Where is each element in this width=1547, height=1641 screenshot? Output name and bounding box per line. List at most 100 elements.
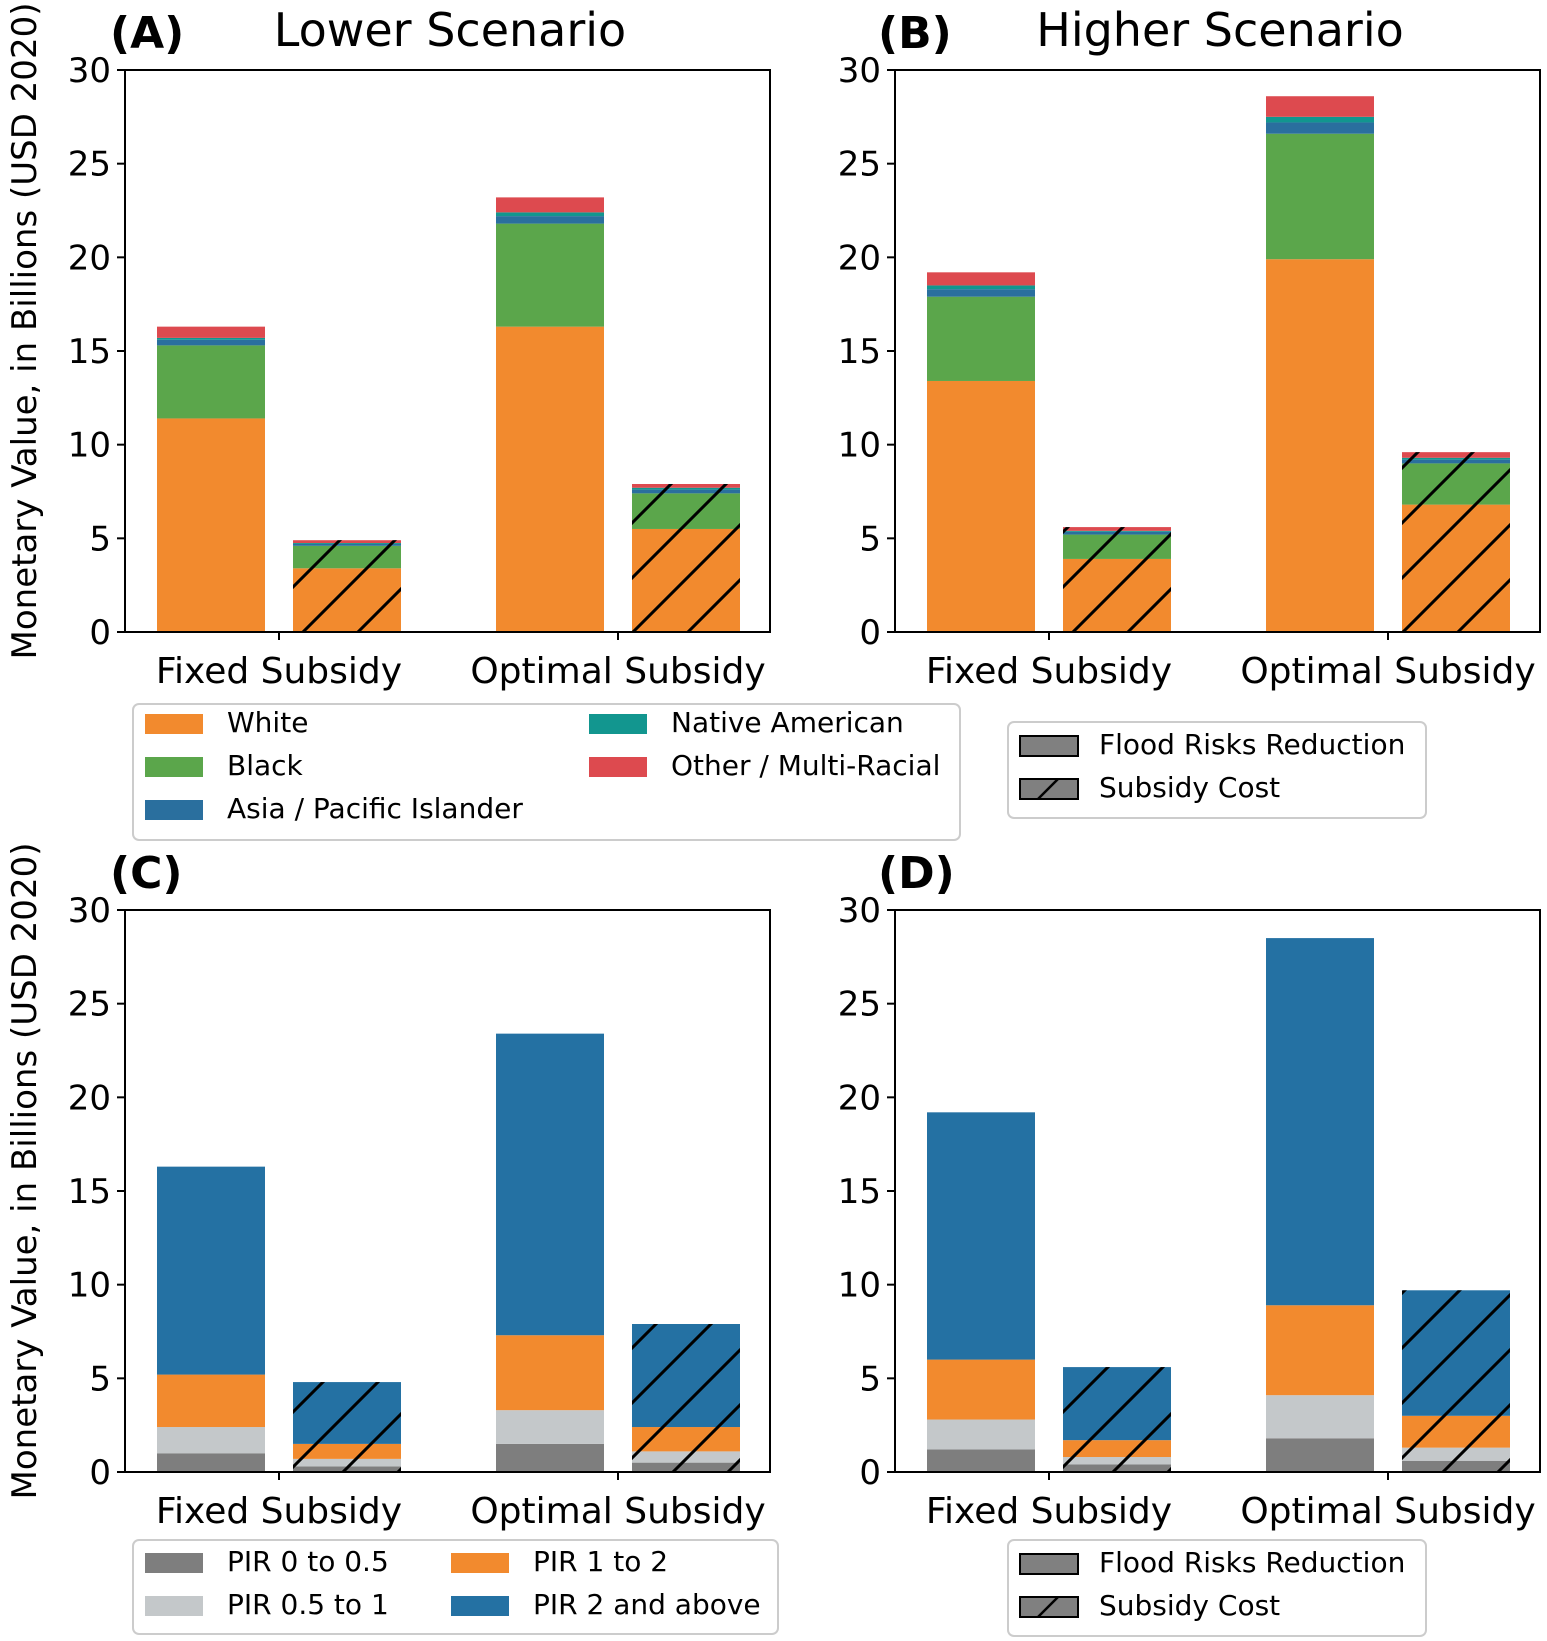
bar-segment-white: [1266, 259, 1374, 632]
y-tick-label: 15: [838, 332, 881, 372]
y-tick-label: 30: [838, 51, 881, 91]
x-tick-label: Fixed Subsidy: [926, 1491, 1172, 1532]
bar-segment-pir-1-to-2: [1266, 1305, 1374, 1396]
panel-label: (A): [110, 8, 184, 59]
legend-swatch-pir-1-to-2: [451, 1553, 509, 1573]
bar-hatch-overlay: [1402, 1290, 1510, 1472]
y-tick-label: 25: [838, 985, 881, 1025]
y-tick-label: 0: [859, 613, 881, 653]
legend-swatch-asia-pacific-islander: [145, 800, 203, 820]
y-axis-label: Monetary Value, in Billions (USD 2020): [5, 3, 45, 660]
bar-segment-pir-0-5-to-1: [157, 1427, 265, 1454]
legend-swatch-flood-risks-reduction: [1019, 735, 1079, 757]
legend-swatch-pir-2-and-above: [451, 1596, 509, 1616]
bar-segment-black: [496, 223, 604, 327]
x-tick-label: Fixed Subsidy: [156, 1491, 402, 1532]
y-tick-label: 15: [68, 1172, 111, 1212]
bar-segment-native-american: [157, 337, 265, 340]
bar-segment-asia-pacific-islander: [1266, 122, 1374, 134]
panel-title: Higher Scenario: [1036, 3, 1404, 57]
y-tick-label: 20: [838, 1078, 881, 1118]
x-tick-label: Fixed Subsidy: [926, 651, 1172, 692]
x-tick-label: Optimal Subsidy: [1240, 1491, 1535, 1532]
bar-segment-white: [157, 418, 265, 632]
bar-segment-pir-2-and-above: [1266, 938, 1374, 1306]
y-tick-label: 5: [859, 1359, 881, 1399]
bar-segment-other-multi-racial: [1266, 96, 1374, 117]
bar-segment-pir-2-and-above: [927, 1112, 1035, 1360]
legend-type-bottom: [1007, 1539, 1427, 1637]
panel-label: (C): [110, 848, 183, 899]
y-tick-label: 5: [89, 519, 111, 559]
legend-swatch-other-multi-racial: [589, 757, 647, 777]
y-tick-label: 25: [838, 145, 881, 185]
legend-label: Asia / Pacific Islander: [227, 792, 523, 825]
legend-label: Subsidy Cost: [1099, 1589, 1280, 1622]
bar-segment-black: [1266, 133, 1374, 260]
bar-segment-pir-0-to-0-5: [496, 1443, 604, 1472]
bar-segment-black: [927, 296, 1035, 381]
legend-label: White: [227, 706, 308, 739]
bar-hatch-overlay: [293, 1382, 401, 1472]
bar-segment-other-multi-racial: [496, 197, 604, 213]
legend-swatch-flood-risks-reduction: [1019, 1553, 1079, 1575]
x-tick-label: Optimal Subsidy: [470, 651, 765, 692]
bar-segment-native-american: [927, 285, 1035, 290]
bar-segment-asia-pacific-islander: [157, 339, 265, 346]
legend-label: PIR 2 and above: [533, 1588, 761, 1621]
y-tick-label: 20: [68, 238, 111, 278]
y-tick-label: 10: [838, 1266, 881, 1306]
legend-label: PIR 0.5 to 1: [227, 1588, 389, 1621]
bar-segment-native-american: [496, 212, 604, 217]
bar-segment-pir-0-5-to-1: [496, 1410, 604, 1444]
legend-type-top: [1007, 721, 1427, 819]
legend-label: PIR 1 to 2: [533, 1545, 668, 1578]
x-tick-label: Fixed Subsidy: [156, 651, 402, 692]
bar-hatch-overlay: [1063, 527, 1171, 632]
bar-segment-pir-1-to-2: [496, 1335, 604, 1411]
bar-segment-pir-0-5-to-1: [927, 1419, 1035, 1450]
bar-segment-asia-pacific-islander: [496, 216, 604, 224]
y-tick-label: 15: [838, 1172, 881, 1212]
y-tick-label: 0: [89, 613, 111, 653]
legend-label: Other / Multi-Racial: [671, 749, 940, 782]
bar-segment-pir-0-to-0-5: [157, 1453, 265, 1472]
bar-hatch-overlay: [293, 540, 401, 632]
y-tick-label: 0: [89, 1453, 111, 1493]
y-tick-label: 20: [838, 238, 881, 278]
bar-segment-white: [927, 380, 1035, 632]
bar-segment-other-multi-racial: [157, 326, 265, 338]
y-tick-label: 30: [68, 891, 111, 931]
legend-label: PIR 0 to 0.5: [227, 1545, 389, 1578]
legend-swatch-pir-0-to-0-5: [145, 1553, 203, 1573]
legend-pir: [132, 1539, 779, 1635]
y-tick-label: 25: [68, 145, 111, 185]
legend-hatch-mark: [1037, 778, 1059, 800]
legend-swatch-black: [145, 757, 203, 777]
legend-race: [132, 703, 961, 841]
legend-label: Black: [227, 749, 304, 782]
bar-segment-pir-0-to-0-5: [1266, 1438, 1374, 1472]
bar-segment-pir-2-and-above: [157, 1166, 265, 1375]
bar-hatch-overlay: [632, 484, 740, 632]
legend-label: Subsidy Cost: [1099, 771, 1280, 804]
legend-label: Flood Risks Reduction: [1099, 1546, 1405, 1579]
y-tick-label: 30: [838, 891, 881, 931]
bar-segment-black: [157, 345, 265, 419]
bar-segment-pir-0-5-to-1: [1266, 1395, 1374, 1439]
legend-label: Native American: [671, 706, 904, 739]
legend-swatch-native-american: [589, 714, 647, 734]
x-tick-label: Optimal Subsidy: [1240, 651, 1535, 692]
panel-label: (D): [878, 848, 955, 899]
bar-segment-white: [496, 326, 604, 632]
y-tick-label: 25: [68, 985, 111, 1025]
bar-hatch-overlay: [1402, 452, 1510, 632]
bar-hatch-overlay: [632, 1324, 740, 1472]
bar-segment-native-american: [1266, 116, 1374, 123]
panel-title: Lower Scenario: [274, 3, 626, 57]
y-tick-label: 15: [68, 332, 111, 372]
bar-segment-asia-pacific-islander: [927, 289, 1035, 297]
y-tick-label: 10: [68, 1266, 111, 1306]
bar-segment-other-multi-racial: [927, 272, 1035, 286]
panel-label: (B): [878, 8, 952, 59]
